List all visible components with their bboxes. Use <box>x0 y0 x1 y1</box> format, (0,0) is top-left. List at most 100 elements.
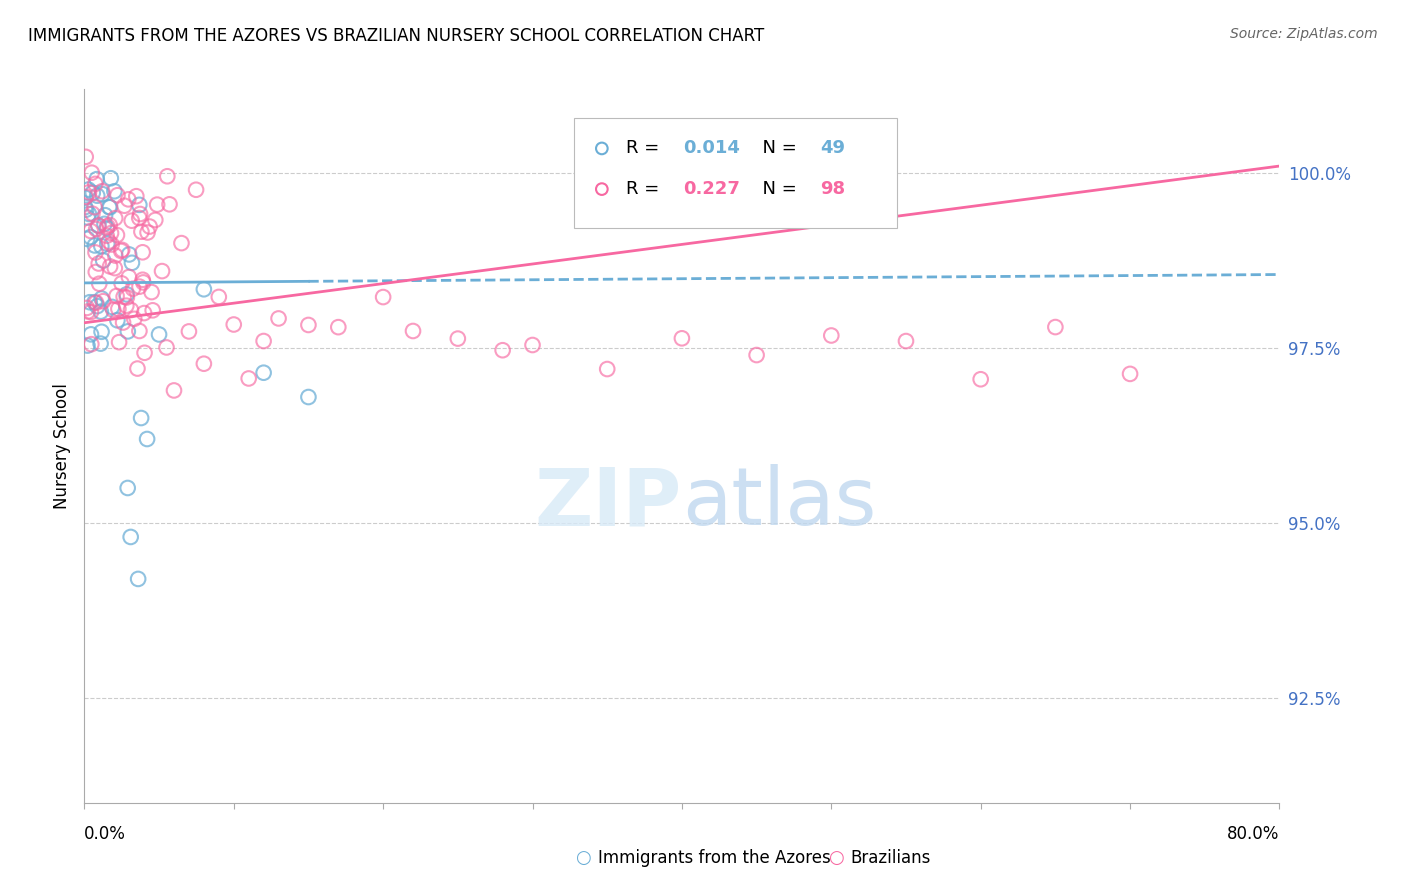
Point <box>150 264 173 278</box>
Point <box>112 290 135 304</box>
Point <box>820 328 842 343</box>
Point <box>77 207 100 221</box>
Point <box>118 270 141 285</box>
Point <box>87 219 110 233</box>
Point <box>90 336 112 351</box>
Point <box>115 290 138 304</box>
Text: 49: 49 <box>821 139 845 157</box>
Point <box>76 338 98 352</box>
Point <box>94 208 117 222</box>
Point <box>98 260 121 274</box>
Point <box>115 299 138 313</box>
Point <box>75 190 97 204</box>
Point <box>84 222 107 236</box>
Point <box>127 361 149 376</box>
Point <box>80 166 103 180</box>
Point <box>163 384 186 398</box>
Point <box>184 183 207 197</box>
Point <box>522 338 544 352</box>
Point <box>111 243 134 257</box>
Point <box>84 177 107 191</box>
Text: 0.227: 0.227 <box>683 180 740 198</box>
Text: Immigrants from the Azores: Immigrants from the Azores <box>598 849 831 867</box>
Point <box>107 188 129 202</box>
Point <box>155 341 177 355</box>
Point <box>128 324 150 338</box>
Point <box>91 184 114 198</box>
Point <box>101 300 124 314</box>
Point <box>143 213 166 227</box>
Point <box>82 207 104 221</box>
Point <box>75 200 97 214</box>
Point <box>112 199 135 213</box>
Point <box>103 302 125 317</box>
Point <box>96 236 118 251</box>
Point <box>177 325 200 339</box>
Point <box>91 294 114 309</box>
Point <box>100 171 122 186</box>
Text: 80.0%: 80.0% <box>1227 825 1279 843</box>
Point <box>90 292 112 306</box>
Point <box>76 211 98 225</box>
Point <box>77 186 100 200</box>
Point <box>115 287 138 301</box>
Point <box>170 236 193 251</box>
Text: N =: N = <box>751 180 803 198</box>
Point <box>87 219 110 233</box>
Point <box>93 217 115 231</box>
Point <box>84 265 107 279</box>
Point <box>103 184 125 198</box>
Point <box>104 249 127 263</box>
Text: 98: 98 <box>821 180 845 198</box>
Point <box>104 261 127 276</box>
Text: 0.014: 0.014 <box>683 139 740 157</box>
Point <box>447 332 470 346</box>
Point <box>128 279 150 293</box>
Point <box>91 253 114 268</box>
Point <box>136 226 159 240</box>
Text: 0.0%: 0.0% <box>84 825 127 843</box>
Point <box>122 282 145 296</box>
Text: N =: N = <box>751 139 803 157</box>
Point <box>1045 320 1067 334</box>
Point <box>83 238 105 252</box>
Point <box>121 213 143 227</box>
Point <box>297 318 319 332</box>
Point <box>110 277 132 291</box>
Point <box>75 202 97 217</box>
Point <box>89 277 111 291</box>
Text: IMMIGRANTS FROM THE AZORES VS BRAZILIAN NURSERY SCHOOL CORRELATION CHART: IMMIGRANTS FROM THE AZORES VS BRAZILIAN … <box>28 27 765 45</box>
Point <box>328 320 350 334</box>
Point <box>83 200 105 214</box>
Point <box>371 290 394 304</box>
Point <box>128 198 150 212</box>
Point <box>297 390 319 404</box>
Point <box>82 186 104 200</box>
Point <box>90 239 112 253</box>
Point <box>87 256 110 270</box>
Point <box>894 334 917 348</box>
Point <box>83 295 105 310</box>
Point <box>222 318 245 332</box>
Point <box>1119 367 1142 381</box>
Point <box>75 191 97 205</box>
Point <box>117 481 139 495</box>
Point <box>77 183 100 197</box>
Point <box>253 334 276 348</box>
Text: ○: ○ <box>575 849 591 867</box>
Point <box>118 247 141 261</box>
Point <box>80 305 103 319</box>
Point <box>138 219 160 234</box>
Point <box>129 207 152 221</box>
Point <box>104 211 127 226</box>
Point <box>90 304 112 318</box>
Point <box>127 572 149 586</box>
Point <box>267 311 290 326</box>
Point <box>402 324 425 338</box>
Point <box>125 189 148 203</box>
Point <box>86 172 108 186</box>
Text: atlas: atlas <box>682 464 876 542</box>
Point <box>105 313 128 327</box>
Point <box>131 245 153 260</box>
Text: Brazilians: Brazilians <box>851 849 931 867</box>
